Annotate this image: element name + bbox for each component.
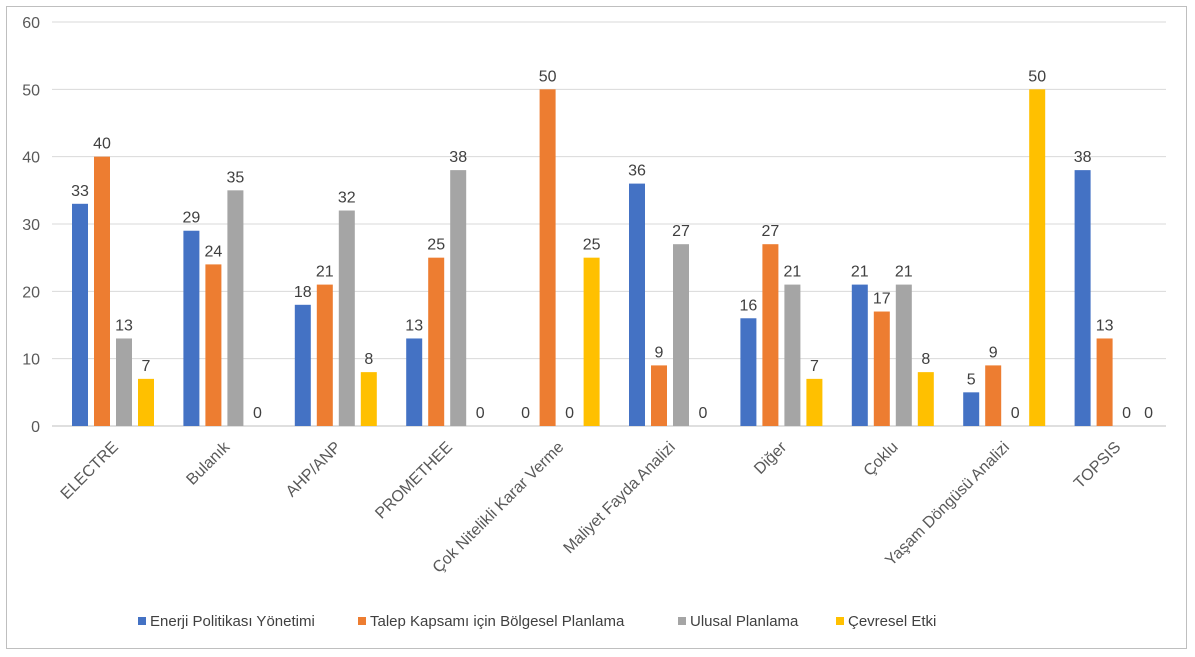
data-label: 25 bbox=[427, 237, 445, 254]
bar bbox=[294, 304, 311, 426]
bar bbox=[784, 284, 801, 426]
data-label: 40 bbox=[93, 136, 111, 153]
bar bbox=[72, 203, 88, 426]
bar bbox=[428, 257, 445, 426]
bar bbox=[873, 311, 890, 426]
bar bbox=[806, 378, 823, 426]
bar bbox=[183, 230, 200, 426]
data-label: 32 bbox=[338, 190, 356, 207]
bar bbox=[762, 244, 779, 426]
bar bbox=[316, 284, 333, 426]
data-label: 8 bbox=[921, 351, 930, 368]
bar bbox=[651, 365, 667, 426]
data-label: 27 bbox=[672, 223, 690, 240]
bar bbox=[1029, 89, 1046, 426]
y-tick-label: 20 bbox=[22, 284, 40, 301]
bar bbox=[917, 372, 934, 426]
legend-label: Talep Kapsamı için Bölgesel Planlama bbox=[370, 613, 625, 630]
data-label: 33 bbox=[71, 183, 89, 200]
legend-swatch bbox=[836, 617, 844, 625]
legend-swatch bbox=[138, 617, 146, 625]
data-label: 27 bbox=[762, 223, 780, 240]
data-label: 13 bbox=[1096, 317, 1114, 334]
bar bbox=[450, 170, 467, 426]
data-label: 9 bbox=[989, 344, 998, 361]
y-tick-label: 0 bbox=[31, 419, 40, 436]
legend-label: Çevresel Etki bbox=[848, 613, 936, 630]
x-tick-label: PROMETHEE bbox=[372, 439, 456, 523]
data-label: 7 bbox=[810, 358, 819, 375]
data-label: 50 bbox=[539, 68, 557, 85]
y-tick-label: 60 bbox=[22, 15, 40, 32]
bar bbox=[338, 210, 355, 426]
data-label: 0 bbox=[476, 405, 485, 422]
data-label: 18 bbox=[294, 284, 312, 301]
data-label: 13 bbox=[115, 317, 133, 334]
data-label: 21 bbox=[895, 264, 913, 281]
bar bbox=[963, 392, 980, 426]
legend-swatch bbox=[358, 617, 366, 625]
data-label: 21 bbox=[316, 264, 334, 281]
x-tick-label: Diğer bbox=[751, 438, 791, 478]
data-label: 35 bbox=[227, 169, 245, 186]
bar bbox=[985, 365, 1002, 426]
x-tick-label: TOPSIS bbox=[1071, 439, 1124, 492]
bar bbox=[227, 190, 244, 426]
data-label: 0 bbox=[1144, 405, 1153, 422]
bar bbox=[1096, 338, 1113, 426]
data-label: 9 bbox=[655, 344, 664, 361]
data-label: 38 bbox=[449, 149, 467, 166]
y-tick-label: 40 bbox=[22, 150, 40, 167]
data-label: 17 bbox=[873, 291, 891, 308]
legend-label: Enerji Politikası Yönetimi bbox=[150, 613, 315, 630]
data-label: 50 bbox=[1028, 68, 1046, 85]
x-tick-label: ELECTRE bbox=[58, 439, 122, 503]
x-tick-label: AHP/ANP bbox=[283, 439, 345, 501]
data-label: 16 bbox=[740, 297, 758, 314]
bar bbox=[138, 378, 154, 426]
data-label: 7 bbox=[142, 358, 151, 375]
data-label: 0 bbox=[1011, 405, 1020, 422]
data-label: 21 bbox=[784, 264, 802, 281]
y-tick-label: 30 bbox=[22, 217, 40, 234]
y-tick-label: 50 bbox=[22, 82, 40, 99]
data-label: 0 bbox=[521, 405, 530, 422]
x-tick-label: Maliyet Fayda Analizi bbox=[561, 439, 679, 557]
bar bbox=[673, 244, 689, 426]
data-label: 0 bbox=[253, 405, 262, 422]
bar bbox=[583, 257, 600, 426]
bar bbox=[851, 284, 868, 426]
bar bbox=[360, 372, 377, 426]
data-label: 36 bbox=[628, 163, 646, 180]
bar bbox=[205, 264, 222, 426]
data-label: 38 bbox=[1074, 149, 1092, 166]
data-label: 0 bbox=[699, 405, 708, 422]
bar bbox=[740, 318, 757, 426]
bar bbox=[895, 284, 912, 426]
x-tick-label: Yaşam Döngüsü Analizi bbox=[882, 439, 1013, 570]
y-tick-label: 10 bbox=[22, 352, 40, 369]
data-label: 13 bbox=[405, 317, 423, 334]
bar bbox=[406, 338, 423, 426]
x-tick-label: Çoklu bbox=[861, 439, 902, 480]
data-label: 21 bbox=[851, 264, 869, 281]
legend-swatch bbox=[678, 617, 686, 625]
bar bbox=[629, 183, 645, 426]
x-tick-label: Çok Nitelikli Karar Verme bbox=[430, 439, 568, 577]
bar bbox=[1074, 170, 1091, 426]
data-label: 24 bbox=[205, 243, 223, 260]
data-label: 0 bbox=[565, 405, 574, 422]
data-label: 8 bbox=[364, 351, 373, 368]
bar bbox=[94, 156, 110, 426]
data-label: 29 bbox=[183, 210, 201, 227]
bar bbox=[539, 89, 556, 426]
legend-label: Ulusal Planlama bbox=[690, 613, 799, 630]
data-label: 0 bbox=[1122, 405, 1131, 422]
data-label: 25 bbox=[583, 237, 601, 254]
data-label: 5 bbox=[967, 371, 976, 388]
x-tick-label: Bulanık bbox=[183, 438, 233, 488]
bar bbox=[116, 338, 132, 426]
